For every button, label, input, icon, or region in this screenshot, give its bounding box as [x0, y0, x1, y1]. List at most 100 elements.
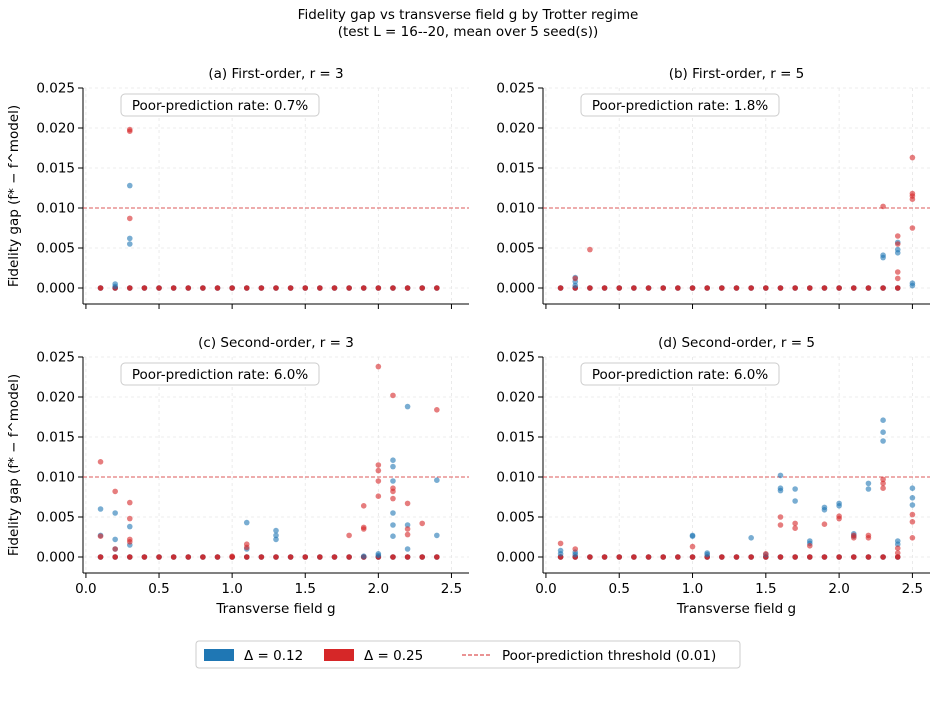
- data-point-delta-012: [112, 283, 118, 290]
- figure-subtitle: (test L = 16--20, mean over 5 seed(s)): [338, 24, 598, 40]
- data-point-delta-012: [909, 485, 916, 492]
- data-point-delta-012: [390, 510, 396, 516]
- x-tick-label: 0.0: [75, 581, 96, 597]
- x-tick-label: 0.5: [148, 581, 169, 597]
- baseline-point-red: [126, 554, 133, 560]
- baseline-point-red: [865, 554, 872, 560]
- data-point-delta-025: [777, 514, 784, 520]
- panels: 0.000 0.005 0.010 0.015 0.020 0.025 (a) First-…: [6, 66, 930, 617]
- x-tick-label: 0.5: [608, 581, 629, 597]
- panel-title: (a) First-order, r = 3: [208, 66, 343, 82]
- baseline-point-red: [404, 285, 411, 291]
- data-point-delta-025: [777, 522, 784, 528]
- baseline-point-red: [660, 285, 667, 291]
- x-tick-label: 2.0: [368, 581, 389, 597]
- baseline-point-red: [675, 285, 681, 291]
- poor-prediction-rate: Poor-prediction rate: 6.0%: [132, 367, 308, 383]
- y-tick-label: 0.025: [496, 81, 535, 97]
- data-point-delta-025: [792, 520, 798, 527]
- baseline-point-red: [317, 285, 323, 291]
- data-point-delta-012: [404, 522, 411, 528]
- baseline-point-red: [419, 554, 426, 560]
- baseline-point-red: [331, 285, 338, 291]
- baseline-point-red: [587, 285, 593, 291]
- annotation-box: [580, 362, 780, 386]
- baseline-point-red: [616, 554, 623, 560]
- baseline-point-red: [273, 554, 279, 560]
- annotation-box: [580, 93, 780, 117]
- baseline-point-red: [156, 554, 162, 560]
- x-axis-label: Transverse field g: [676, 601, 796, 617]
- baseline-point-red: [719, 285, 725, 291]
- y-tick-label: 0.000: [496, 550, 535, 566]
- baseline-point-red: [836, 285, 842, 291]
- data-point-delta-025: [880, 476, 886, 483]
- baseline-point-red: [821, 285, 828, 291]
- x-tick-label: 2.5: [441, 581, 462, 597]
- data-point-delta-012: [894, 250, 901, 256]
- y-tick-label: 0.005: [496, 241, 535, 257]
- baseline-point-red: [557, 285, 564, 291]
- annotation-box: [120, 362, 320, 386]
- data-point-delta-025: [126, 515, 133, 522]
- baseline-point-red: [631, 285, 637, 291]
- data-point-delta-025: [97, 459, 104, 465]
- y-tick-label: 0.010: [496, 201, 535, 217]
- data-point-delta-012: [404, 546, 411, 552]
- y-tick-label: 0.000: [496, 281, 535, 297]
- baseline-point-red: [675, 554, 681, 560]
- baseline-point-red: [156, 285, 162, 291]
- data-point-delta-025: [689, 543, 696, 550]
- y-tick-label: 0.020: [496, 390, 535, 406]
- data-point-delta-012: [748, 535, 754, 541]
- baseline-point-red: [390, 554, 396, 560]
- x-axis-label: Transverse field g: [215, 601, 335, 617]
- data-point-delta-025: [909, 519, 916, 525]
- data-point-delta-012: [821, 507, 828, 513]
- data-point-delta-025: [836, 515, 842, 522]
- y-tick-label: 0.010: [496, 470, 535, 486]
- baseline-point-red: [777, 554, 784, 560]
- y-tick-label: 0.010: [36, 201, 75, 217]
- baseline-point-red: [631, 554, 637, 560]
- data-point-delta-012: [360, 553, 367, 559]
- baseline-point-red: [170, 554, 177, 560]
- data-point-delta-025: [850, 535, 857, 541]
- data-point-delta-025: [894, 269, 901, 275]
- poor-prediction-rate: Poor-prediction rate: 6.0%: [592, 367, 768, 383]
- baseline-point-red: [748, 554, 754, 560]
- data-point-delta-025: [909, 511, 916, 518]
- baseline-point-red: [616, 285, 623, 291]
- data-point-delta-012: [404, 403, 411, 410]
- data-point-delta-012: [390, 478, 396, 484]
- data-point-delta-012: [390, 463, 396, 470]
- legend-swatch: [324, 649, 354, 661]
- baseline-point-red: [836, 554, 842, 560]
- data-point-delta-025: [390, 495, 396, 502]
- baseline-point-red: [360, 285, 367, 291]
- baseline-point-red: [434, 554, 440, 560]
- y-tick-label: 0.020: [496, 121, 535, 137]
- y-tick-label: 0.025: [36, 350, 75, 366]
- data-point-delta-025: [404, 526, 411, 532]
- data-point-delta-012: [126, 235, 133, 242]
- baseline-point-red: [587, 554, 593, 560]
- y-tick-label: 0.015: [496, 161, 535, 177]
- baseline-point-red: [404, 554, 411, 560]
- x-tick-label: 0.0: [535, 581, 556, 597]
- baseline-point-red: [302, 554, 309, 560]
- baseline-point-red: [748, 285, 754, 291]
- data-point-delta-012: [97, 506, 104, 512]
- legend-label: Δ = 0.25: [364, 648, 423, 664]
- baseline-point-red: [792, 285, 798, 291]
- data-point-delta-025: [587, 246, 593, 253]
- data-point-delta-025: [243, 544, 250, 551]
- baseline-point-red: [287, 285, 294, 291]
- y-tick-label: 0.015: [36, 161, 75, 177]
- poor-prediction-rate: Poor-prediction rate: 0.7%: [132, 98, 308, 114]
- y-tick-label: 0.020: [36, 121, 75, 137]
- x-tick-label: 1.0: [682, 581, 703, 597]
- baseline-point-red: [601, 554, 608, 560]
- baseline-point-red: [97, 285, 104, 291]
- baseline-point-red: [273, 285, 279, 291]
